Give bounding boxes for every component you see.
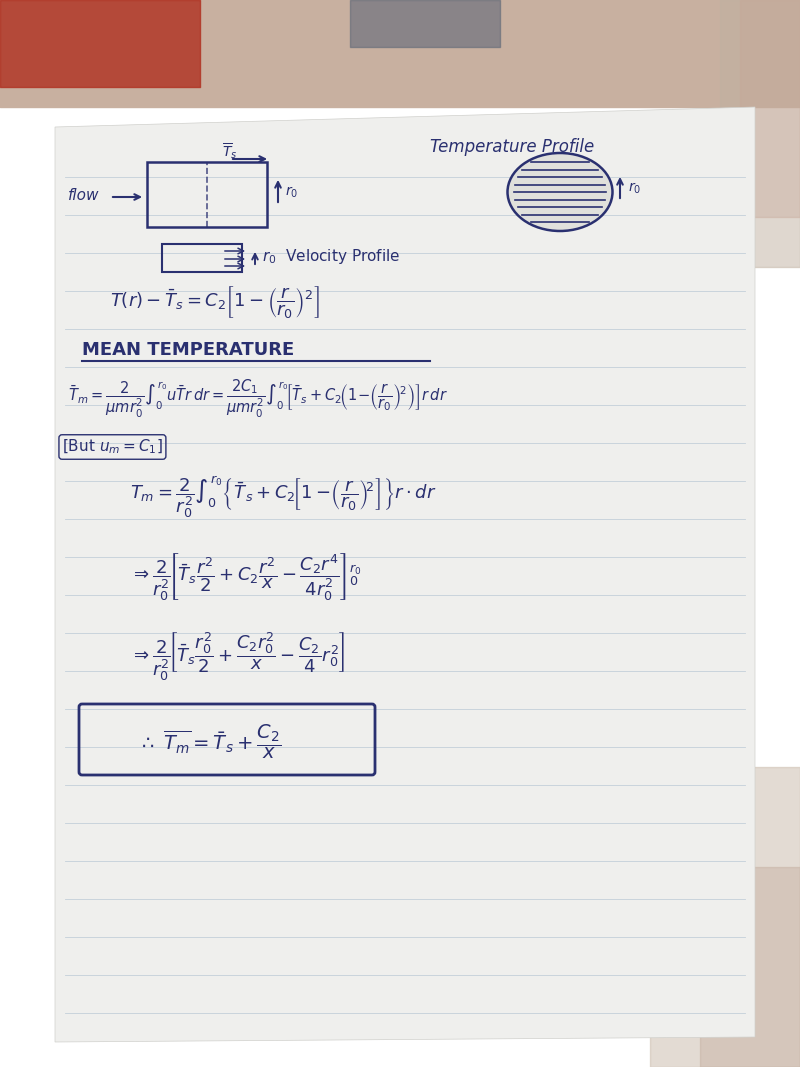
Text: $T(r) - \bar{T}_s = C_2\left[1-\left(\dfrac{r}{r_0}\right)^2\right]$: $T(r) - \bar{T}_s = C_2\left[1-\left(\df… <box>110 284 319 320</box>
Text: $\therefore\;\overline{T_m} = \bar{T}_s + \dfrac{C_2}{x}$: $\therefore\;\overline{T_m} = \bar{T}_s … <box>138 722 282 761</box>
Ellipse shape <box>507 153 613 230</box>
Text: $r_0$: $r_0$ <box>285 185 298 200</box>
Text: $\Rightarrow \dfrac{2}{r_0^2}\!\left[\bar{T}_s\dfrac{r_0^2}{2}+ \dfrac{C_2 r_0^2: $\Rightarrow \dfrac{2}{r_0^2}\!\left[\ba… <box>130 631 345 683</box>
Bar <box>162 244 242 272</box>
Text: $r_0$: $r_0$ <box>628 180 642 195</box>
Text: $T_m = \dfrac{2}{r_0^2}\int_0^{r_0}\left\{\bar{T}_s+ C_2\!\left[1-\!\left(\dfrac: $T_m = \dfrac{2}{r_0^2}\int_0^{r_0}\left… <box>130 474 436 520</box>
Polygon shape <box>55 107 755 1042</box>
Text: flow: flow <box>68 188 99 203</box>
Text: $\Rightarrow \dfrac{2}{r_0^2}\!\left[\bar{T}_s\dfrac{r^2}{2}+ C_2\dfrac{r^2}{x} : $\Rightarrow \dfrac{2}{r_0^2}\!\left[\ba… <box>130 552 362 603</box>
Text: $\overline{T}_s$: $\overline{T}_s$ <box>222 141 238 161</box>
Text: $\bar{T}_m = \dfrac{2}{\mu m r_0^2}\int_0^{r_0} u\bar{T}r\,dr= \dfrac{2C_1}{\mu : $\bar{T}_m = \dfrac{2}{\mu m r_0^2}\int_… <box>68 378 448 420</box>
Text: $\left[\mathrm{But}\ u_m = C_1\right]$: $\left[\mathrm{But}\ u_m = C_1\right]$ <box>62 437 163 457</box>
Text: $r_0$  Velocity Profile: $r_0$ Velocity Profile <box>262 248 400 267</box>
Text: MEAN TEMPERATURE: MEAN TEMPERATURE <box>82 341 294 359</box>
Text: Temperature Profile: Temperature Profile <box>430 138 594 156</box>
Bar <box>147 162 267 227</box>
